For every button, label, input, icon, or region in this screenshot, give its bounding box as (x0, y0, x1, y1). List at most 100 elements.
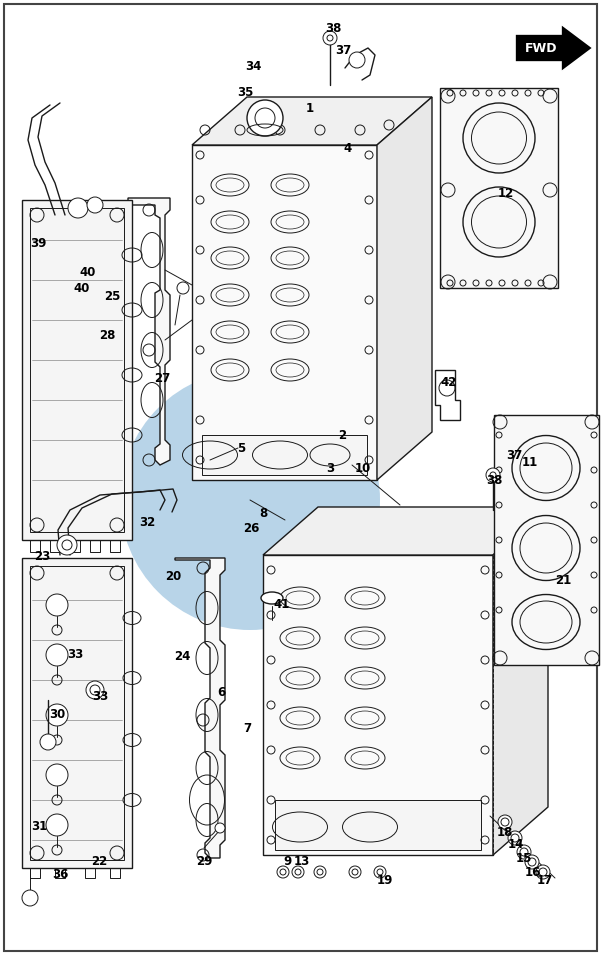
Polygon shape (515, 24, 593, 72)
Circle shape (177, 282, 189, 294)
Text: 27: 27 (154, 371, 170, 385)
Circle shape (525, 855, 539, 869)
Text: 41: 41 (274, 598, 290, 610)
Circle shape (536, 865, 550, 879)
Text: 14: 14 (508, 838, 524, 851)
Text: 40: 40 (74, 282, 90, 294)
Text: 15: 15 (516, 852, 532, 864)
Text: 28: 28 (99, 329, 115, 342)
Circle shape (68, 198, 88, 218)
Text: 10: 10 (355, 461, 371, 475)
Text: 40: 40 (80, 265, 96, 279)
Circle shape (508, 831, 522, 845)
Text: 20: 20 (165, 569, 181, 583)
Text: 38: 38 (325, 22, 341, 34)
Polygon shape (435, 370, 460, 420)
Bar (30, 208, 124, 532)
Circle shape (215, 823, 225, 833)
Text: 25: 25 (104, 289, 120, 303)
Text: 39: 39 (30, 237, 46, 249)
Text: 42: 42 (441, 375, 457, 389)
Text: 36: 36 (52, 867, 68, 881)
Circle shape (277, 866, 289, 878)
Bar (30, 540, 40, 552)
Bar (110, 868, 120, 878)
Text: 16: 16 (525, 865, 541, 879)
Bar (110, 540, 120, 552)
Circle shape (46, 644, 68, 666)
Text: 7: 7 (243, 721, 251, 734)
Text: 37: 37 (506, 449, 522, 461)
Text: FWD: FWD (525, 41, 557, 54)
Text: 5: 5 (237, 441, 245, 455)
Circle shape (46, 704, 68, 726)
Circle shape (374, 866, 386, 878)
Text: MOTORPARTS: MOTORPARTS (175, 508, 279, 523)
Circle shape (86, 681, 104, 699)
Polygon shape (493, 507, 548, 855)
Polygon shape (263, 507, 548, 555)
Text: 2: 2 (338, 429, 346, 441)
Bar (50, 540, 60, 552)
Text: 31: 31 (31, 819, 47, 833)
Text: 4: 4 (344, 141, 352, 155)
Text: 33: 33 (92, 690, 108, 703)
Polygon shape (192, 97, 432, 145)
Text: 21: 21 (555, 574, 571, 586)
Bar (55, 868, 65, 878)
Circle shape (314, 866, 326, 878)
Circle shape (247, 100, 283, 136)
Circle shape (87, 197, 103, 213)
Bar (70, 540, 80, 552)
Text: 6: 6 (217, 686, 225, 698)
Text: 18: 18 (497, 825, 513, 838)
Text: 30: 30 (49, 708, 65, 720)
Circle shape (120, 370, 380, 630)
Bar (85, 868, 95, 878)
Circle shape (46, 764, 68, 786)
Text: 35: 35 (237, 86, 253, 98)
Text: 26: 26 (243, 521, 259, 535)
Polygon shape (377, 97, 432, 480)
Text: 37: 37 (335, 44, 351, 56)
Text: 29: 29 (196, 855, 212, 867)
Text: 24: 24 (174, 649, 190, 663)
Circle shape (517, 845, 531, 859)
Bar (263, 555, 493, 855)
Bar (275, 800, 481, 850)
Text: 9: 9 (283, 855, 291, 867)
Circle shape (323, 31, 337, 45)
Circle shape (46, 814, 68, 836)
Bar (440, 88, 558, 288)
Circle shape (498, 815, 512, 829)
Text: FSS: FSS (200, 452, 304, 500)
Text: 34: 34 (245, 59, 261, 73)
Circle shape (349, 52, 365, 68)
Text: 19: 19 (377, 874, 393, 886)
Circle shape (46, 594, 68, 616)
Text: 11: 11 (522, 456, 538, 469)
Text: 3: 3 (326, 461, 334, 475)
Polygon shape (128, 198, 170, 465)
Text: 8: 8 (259, 506, 267, 520)
Circle shape (292, 866, 304, 878)
Bar (90, 540, 100, 552)
Text: 13: 13 (294, 855, 310, 867)
Ellipse shape (261, 592, 283, 604)
Circle shape (349, 866, 361, 878)
Text: 23: 23 (34, 549, 50, 562)
Bar (202, 435, 367, 475)
Circle shape (57, 535, 77, 555)
Bar (22, 558, 132, 868)
Text: 38: 38 (486, 474, 502, 486)
Text: 22: 22 (91, 855, 107, 867)
Text: 12: 12 (498, 186, 514, 200)
Text: 33: 33 (67, 647, 83, 661)
Text: 32: 32 (139, 516, 155, 528)
Bar (30, 868, 40, 878)
Bar (22, 200, 132, 540)
Polygon shape (175, 558, 225, 858)
Circle shape (40, 734, 56, 750)
Bar (192, 145, 377, 480)
Circle shape (486, 468, 500, 482)
